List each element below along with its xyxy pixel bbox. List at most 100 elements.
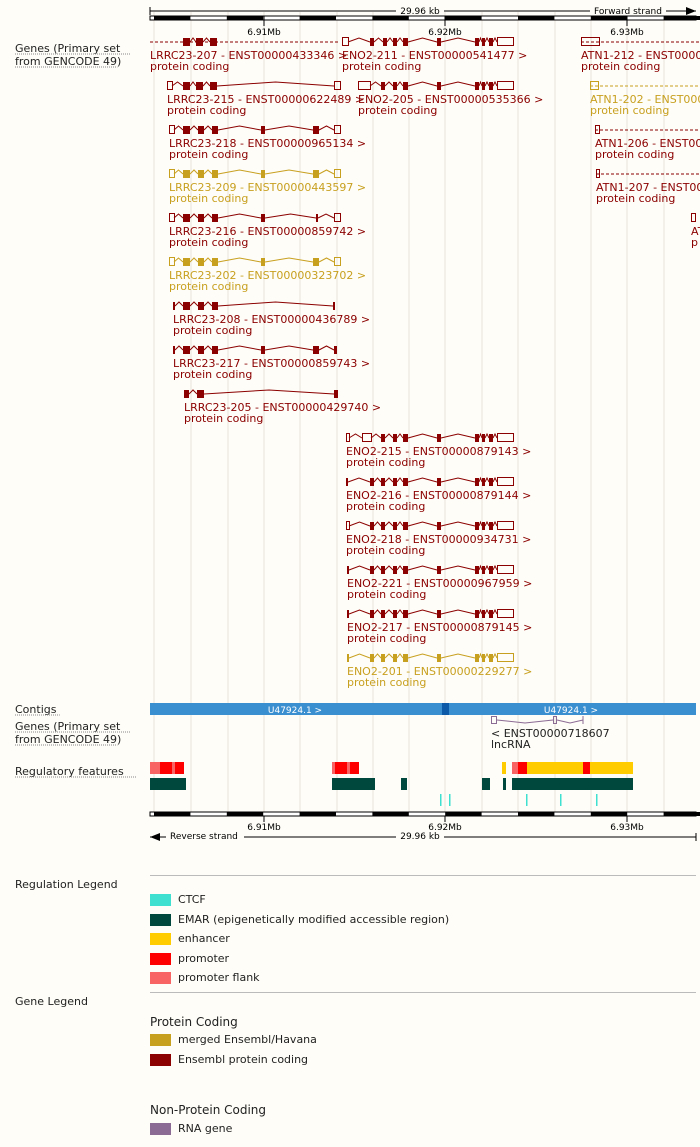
transcript[interactable]: LRRC23-215 - ENST00000622489 >protein co… bbox=[167, 81, 364, 118]
transcript-label[interactable]: ATN1-207 - ENST00 bbox=[596, 181, 700, 194]
regulatory-track-label[interactable]: Regulatory features bbox=[15, 765, 137, 778]
contig-bar[interactable] bbox=[150, 703, 696, 715]
genes-forward-track-label-text[interactable]: from GENCODE 49) bbox=[15, 55, 121, 68]
ctcf-feature[interactable] bbox=[440, 794, 442, 806]
regulatory-track-label-text[interactable]: Regulatory features bbox=[15, 765, 124, 778]
enhancer-feature[interactable] bbox=[502, 762, 506, 774]
transcript-label[interactable]: ATN1-202 - ENST000 bbox=[590, 93, 700, 106]
transcript[interactable]: LRRC23-217 - ENST00000859743 >protein co… bbox=[173, 345, 370, 381]
promoter-feature[interactable] bbox=[518, 762, 527, 774]
coding-exon bbox=[212, 170, 218, 178]
promoter-feature[interactable] bbox=[160, 762, 172, 774]
emar-feature[interactable] bbox=[150, 778, 186, 790]
transcript[interactable]: LRRC23-207 - ENST00000433346 >protein co… bbox=[150, 37, 347, 73]
transcript[interactable]: ENO2-216 - ENST00000879144 >protein codi… bbox=[346, 476, 531, 514]
transcript[interactable]: ENO2-201 - ENST00000229277 >protein codi… bbox=[347, 652, 532, 690]
enhancer-feature[interactable] bbox=[527, 762, 583, 774]
transcript[interactable]: ENO2-205 - ENST00000535366 >protein codi… bbox=[358, 80, 543, 118]
transcript[interactable]: LRRC23-209 - ENST00000443597 >protein co… bbox=[169, 169, 366, 206]
promoter-feature[interactable] bbox=[335, 762, 347, 774]
transcript-label[interactable]: ATN1-206 - ENST00 bbox=[595, 137, 700, 150]
transcript-label[interactable]: < ENST00000718607 bbox=[491, 727, 610, 740]
promoter-feature[interactable] bbox=[583, 762, 590, 774]
contig-label[interactable]: U47924.1 > bbox=[544, 706, 598, 716]
enhancer-feature[interactable] bbox=[590, 762, 633, 774]
transcript-label[interactable]: LRRC23-216 - ENST00000859742 > bbox=[169, 225, 366, 238]
intron-line bbox=[407, 433, 438, 439]
transcript[interactable]: ENO2-221 - ENST00000967959 >protein codi… bbox=[347, 564, 532, 602]
genes-reverse-track-label-text[interactable]: Genes (Primary set bbox=[15, 720, 121, 733]
transcript[interactable]: LRRC23-205 - ENST00000429740 >protein co… bbox=[184, 389, 381, 425]
transcript-label[interactable]: LRRC23-205 - ENST00000429740 > bbox=[184, 401, 381, 414]
transcript-label[interactable]: LRRC23-209 - ENST00000443597 > bbox=[169, 181, 366, 194]
transcript[interactable]: ATp bbox=[691, 213, 700, 250]
transcript[interactable]: LRRC23-202 - ENST00000323702 >protein co… bbox=[169, 257, 366, 294]
ctcf-feature[interactable] bbox=[526, 794, 528, 806]
promoter-feature[interactable] bbox=[350, 762, 359, 774]
transcript-label[interactable]: ENO2-205 - ENST00000535366 > bbox=[358, 93, 543, 106]
contig-track[interactable]: U47924.1 > U47924.1 > bbox=[150, 703, 696, 716]
promoter-feature[interactable] bbox=[175, 762, 184, 774]
coding-exon bbox=[475, 522, 479, 530]
transcript-label[interactable]: LRRC23-202 - ENST00000323702 > bbox=[169, 269, 366, 282]
transcript-label[interactable]: LRRC23-218 - ENST00000965134 > bbox=[169, 137, 366, 150]
coding-exon bbox=[212, 302, 218, 310]
genes-reverse-track-label-text[interactable]: from GENCODE 49) bbox=[15, 733, 121, 746]
transcript-label[interactable]: ATN1-212 - ENST0000 bbox=[581, 49, 700, 62]
promoter-flank-feature[interactable] bbox=[332, 762, 335, 774]
promoter-flank-feature[interactable] bbox=[347, 762, 350, 774]
emar-feature[interactable] bbox=[482, 778, 490, 790]
ctcf-feature[interactable] bbox=[560, 794, 562, 806]
contigs-track-label-text[interactable]: Contigs bbox=[15, 703, 57, 716]
transcript[interactable]: ENO2-218 - ENST00000934731 >protein codi… bbox=[346, 520, 531, 558]
emar-feature[interactable] bbox=[401, 778, 407, 790]
promoter-flank-feature[interactable] bbox=[512, 762, 518, 774]
transcript-label[interactable]: ENO2-211 - ENST00000541477 > bbox=[342, 49, 527, 62]
emar-feature[interactable] bbox=[512, 778, 633, 790]
transcript-label[interactable]: ENO2-217 - ENST00000879145 > bbox=[347, 621, 532, 634]
promoter-flank-feature[interactable] bbox=[150, 762, 160, 774]
span-label: 29.96 kb bbox=[400, 7, 440, 17]
transcript[interactable]: ENO2-211 - ENST00000541477 >protein codi… bbox=[342, 36, 527, 74]
coding-exon bbox=[437, 654, 441, 662]
ctcf-feature[interactable] bbox=[596, 794, 598, 806]
transcript-label[interactable]: ENO2-215 - ENST00000879143 > bbox=[346, 445, 531, 458]
transcript-label[interactable]: ENO2-218 - ENST00000934731 > bbox=[346, 533, 531, 546]
transcript-label[interactable]: ENO2-221 - ENST00000967959 > bbox=[347, 577, 532, 590]
emar-feature[interactable] bbox=[503, 778, 506, 790]
transcript-biotype: p bbox=[691, 236, 698, 249]
genes-forward-track-label-text[interactable]: Genes (Primary set bbox=[15, 42, 121, 55]
transcript-label[interactable]: LRRC23-208 - ENST00000436789 > bbox=[173, 313, 370, 326]
transcript[interactable]: LRRC23-208 - ENST00000436789 >protein co… bbox=[173, 301, 370, 337]
transcript[interactable]: ENO2-215 - ENST00000879143 >protein codi… bbox=[346, 432, 531, 470]
regulatory-track[interactable] bbox=[150, 762, 633, 806]
ctcf-feature[interactable] bbox=[449, 794, 451, 806]
transcript[interactable]: LRRC23-216 - ENST00000859742 >protein co… bbox=[169, 213, 366, 250]
transcript[interactable]: ENO2-217 - ENST00000879145 >protein codi… bbox=[347, 608, 532, 646]
contig-label[interactable]: U47924.1 > bbox=[268, 706, 322, 716]
ruler-tick-label: 6.91Mb bbox=[247, 28, 281, 38]
contigs-track-label[interactable]: Contigs bbox=[15, 703, 60, 716]
transcript-label[interactable]: ENO2-216 - ENST00000879144 > bbox=[346, 489, 531, 502]
coding-exon bbox=[173, 302, 175, 310]
transcript-label[interactable]: AT bbox=[691, 225, 700, 238]
intron-line bbox=[556, 719, 584, 724]
emar-feature[interactable] bbox=[332, 778, 375, 790]
transcript-track[interactable]: LRRC23-207 - ENST00000433346 >protein co… bbox=[150, 36, 700, 690]
coding-exon bbox=[183, 258, 190, 266]
transcript-label[interactable]: LRRC23-215 - ENST00000622489 > bbox=[167, 93, 364, 106]
transcript-label[interactable]: LRRC23-207 - ENST00000433346 > bbox=[150, 49, 347, 62]
scale-bar-segment bbox=[590, 16, 628, 20]
transcript-label[interactable]: LRRC23-217 - ENST00000859743 > bbox=[173, 357, 370, 370]
promoter-flank-feature[interactable] bbox=[172, 762, 175, 774]
transcript-label[interactable]: ENO2-201 - ENST00000229277 > bbox=[347, 665, 532, 678]
transcript[interactable]: LRRC23-218 - ENST00000965134 >protein co… bbox=[169, 125, 366, 162]
